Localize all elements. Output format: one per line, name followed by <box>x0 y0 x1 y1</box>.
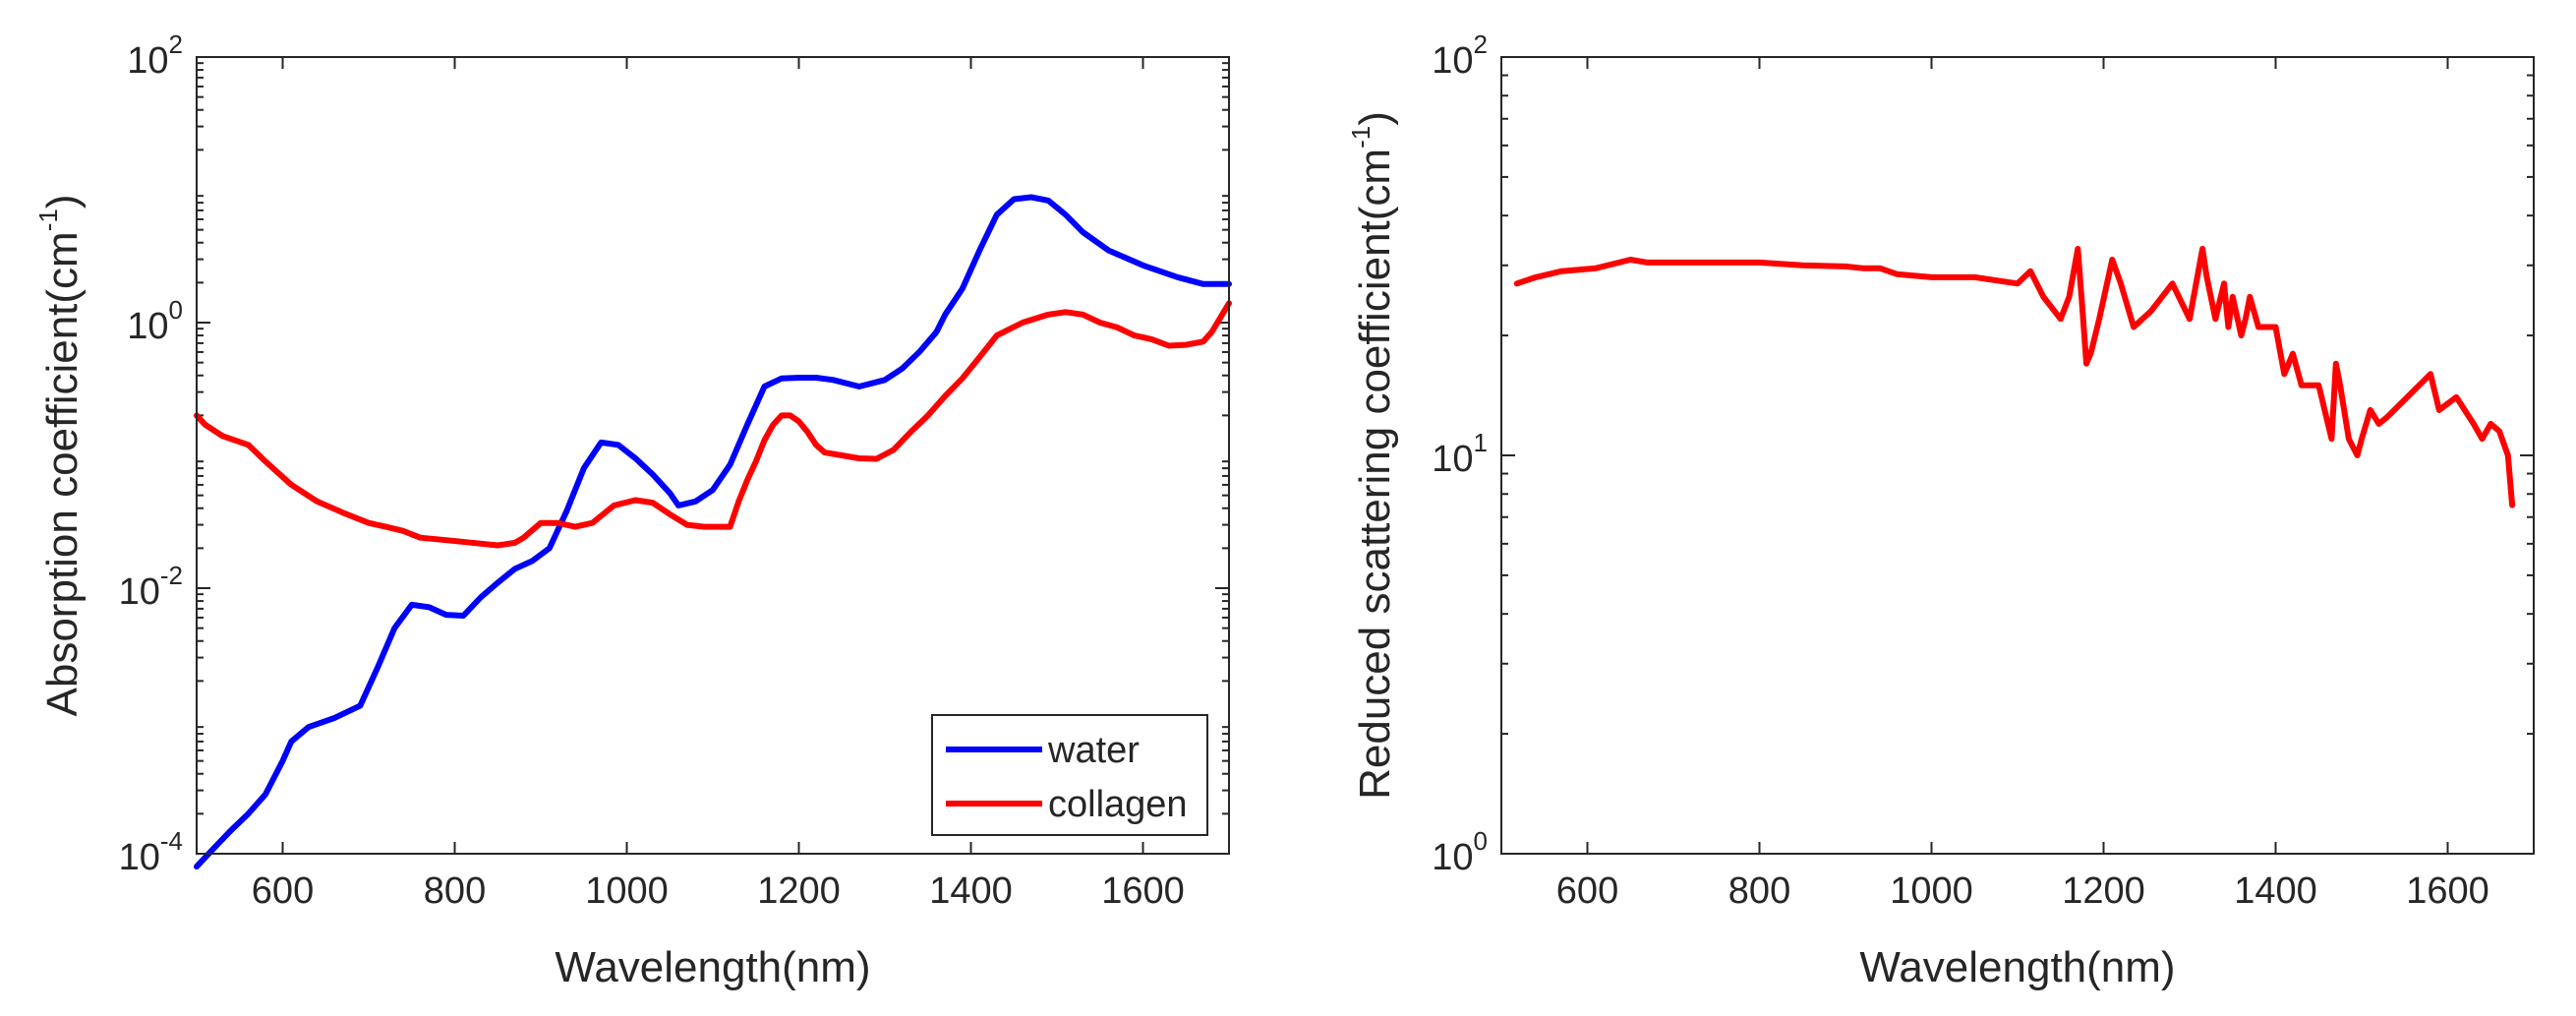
scattering-x-tick-label: 1600 <box>2406 870 2489 912</box>
scattering-x-tick-label: 1000 <box>1890 870 1973 912</box>
scattering-x-tick-label: 1400 <box>2234 870 2317 912</box>
absorption-chart: 600 800 1000 1200 1400 1600 10-4 10-2 100 102 Wav… <box>33 30 1232 991</box>
scattering-series-reduced-scattering <box>1513 246 2516 508</box>
scattering-y-tick-label: 102 <box>1432 30 1488 82</box>
absorption-plot-frame <box>196 56 1230 855</box>
absorption-x-tick-label: 1600 <box>1101 870 1185 912</box>
absorption-legend: water collagen <box>931 714 1208 836</box>
scattering-x-tick-label: 800 <box>1728 870 1790 912</box>
legend-box <box>931 714 1208 836</box>
absorption-x-tick-label: 1000 <box>585 870 669 912</box>
absorption-x-tick-label: 800 <box>424 870 486 912</box>
scattering-plot-area <box>1501 57 2534 854</box>
scattering-plot-frame <box>1500 56 2535 855</box>
absorption-x-tick-label: 1400 <box>929 870 1013 912</box>
absorption-y-tick-label: 10-2 <box>119 561 183 613</box>
scattering-y-axis-label: Reduced scattering coefficient(cm-1) <box>1346 111 1399 800</box>
scattering-y-tick-label: 101 <box>1432 428 1488 480</box>
absorption-series-collagen <box>194 300 1232 549</box>
scattering-y-tick-label: 100 <box>1432 826 1488 878</box>
absorption-y-axis-label: Absorption coefficient(cm-1) <box>33 195 87 717</box>
scattering-chart: 600 800 1000 1200 1400 1600 100 101 102 Waveleng… <box>1346 30 2535 991</box>
legend-water-label: water <box>1047 730 1140 771</box>
legend-collagen-label: collagen <box>1048 784 1188 825</box>
absorption-y-tick-label: 102 <box>127 30 183 82</box>
absorption-x-tick-label: 1200 <box>757 870 841 912</box>
absorption-x-tick-label: 600 <box>252 870 314 912</box>
scattering-x-tick-label: 600 <box>1556 870 1618 912</box>
absorption-series-water <box>194 194 1232 870</box>
absorption-y-tick-label: 10-4 <box>119 826 183 878</box>
scattering-x-tick-label: 1200 <box>2062 870 2145 912</box>
scattering-x-axis-label: Wavelength(nm) <box>1859 943 2175 991</box>
absorption-x-axis-label: Wavelength(nm) <box>555 943 870 991</box>
absorption-y-tick-label: 100 <box>127 295 183 347</box>
